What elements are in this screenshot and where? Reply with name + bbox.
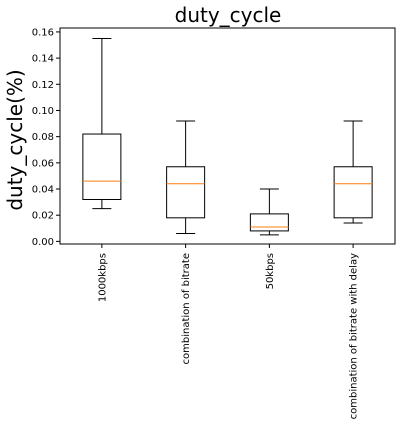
iqr-box: [166, 166, 206, 219]
y-tick-label: 0.16: [32, 27, 54, 38]
box-2: [249, 188, 289, 236]
y-tick-label: 0.14: [32, 54, 54, 65]
y-tick-label: 0.02: [32, 211, 54, 222]
plot-frame: [59, 27, 396, 245]
iqr-box: [249, 213, 289, 232]
box-group: [82, 37, 373, 236]
y-tick-label: 0.06: [32, 158, 54, 169]
x-category-label: 1000kbps: [97, 253, 108, 302]
y-tick-label: 0.10: [32, 106, 54, 117]
box-3: [333, 120, 373, 224]
iqr-box: [333, 166, 373, 219]
box-1: [166, 120, 206, 235]
x-axis-categories: 1000kbps combination of bitrate 50kbps comb…: [97, 244, 360, 419]
x-category-label: 50kbps: [265, 253, 276, 289]
y-tick-label: 0.04: [32, 185, 54, 196]
y-tick-label: 0.12: [32, 80, 54, 91]
x-category-label: combination of bitrate: [181, 253, 192, 364]
box-0: [82, 37, 122, 210]
x-category-label: combination of bitrate with delay: [349, 253, 360, 419]
y-tick-label: 0.00: [32, 237, 54, 248]
y-axis-label: duty_cycle(%): [3, 69, 27, 210]
y-axis-ticks: 0.00 0.02 0.04 0.06 0.08 0.10 0.12 0.14 0.16: [32, 27, 60, 248]
y-tick-label: 0.08: [32, 132, 54, 143]
iqr-box: [82, 133, 122, 200]
chart-title: duty_cycle: [175, 3, 282, 27]
